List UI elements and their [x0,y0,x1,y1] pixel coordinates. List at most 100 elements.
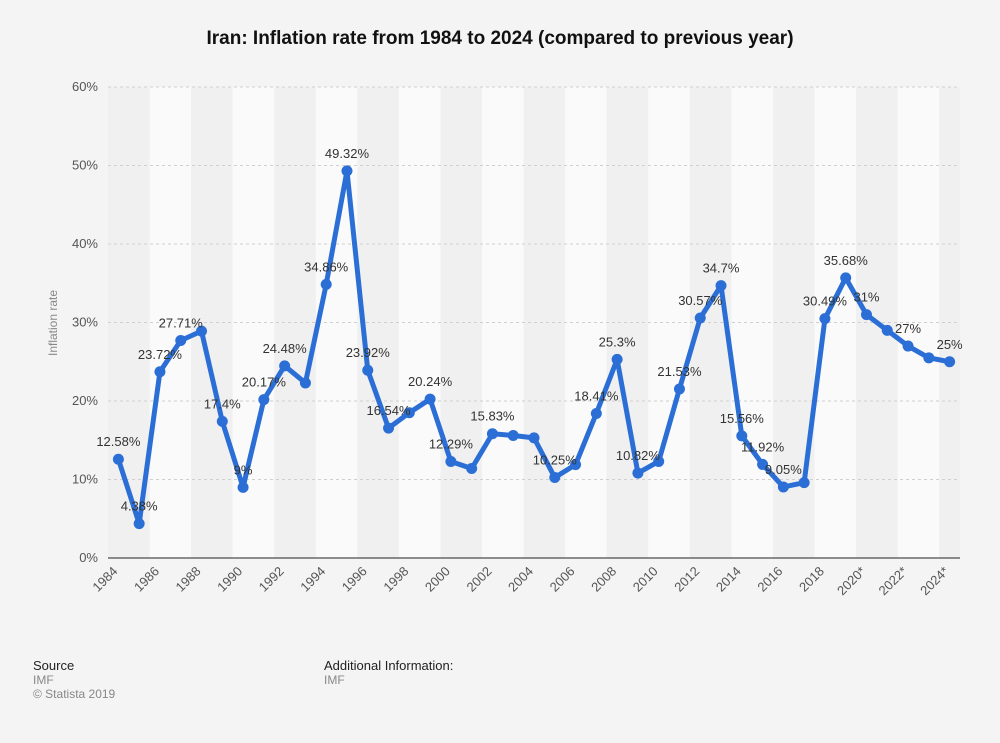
data-label: 16.54% [366,403,411,418]
data-point [507,430,519,442]
data-point [279,360,291,372]
data-point [175,334,187,346]
data-point [528,432,540,444]
x-tick-label: 1990 [214,564,245,595]
data-point [299,377,311,389]
data-point [362,364,374,376]
data-label: 4.38% [121,499,158,514]
x-tick-label: 2004 [505,564,536,595]
data-point [466,463,478,475]
data-label: 31% [853,290,879,305]
data-point [611,353,623,365]
data-label: 15.56% [720,411,765,426]
data-label: 30.57% [678,293,723,308]
data-points [112,165,956,530]
data-point [694,312,706,324]
additional-info-heading: Additional Information: [324,658,454,673]
x-tick-label: 2000 [422,564,453,595]
x-tick-label: 2006 [547,564,578,595]
data-label: 23.72% [138,347,183,362]
source-heading: Source [33,658,75,673]
data-point [819,313,831,325]
data-point [736,430,748,442]
data-label: 17.4% [204,396,241,411]
data-point [632,467,644,479]
gridlines [108,86,960,559]
x-tick-label: 2008 [588,564,619,595]
data-label: 10.82% [616,448,661,463]
data-point [570,459,582,471]
data-point [486,428,498,440]
source-block: Source IMF © Statista 2019 [33,658,115,701]
data-point [944,356,956,368]
x-tick-label: 1988 [173,564,204,595]
x-tick-label: 1994 [297,564,328,595]
data-label: 11.92% [741,439,785,454]
data-point [881,324,893,336]
data-label: 27.71% [159,315,204,330]
data-point [154,366,166,378]
data-label: 20.24% [408,374,453,389]
data-point [237,481,249,493]
x-tick-label: 2010 [630,564,661,595]
data-label: 18.41% [574,388,619,403]
data-point [383,422,395,434]
x-tick-label: 2012 [671,564,702,595]
data-label: 34.86% [304,259,349,274]
data-label: 12.58% [96,434,141,449]
data-point [777,481,789,493]
data-point [860,309,872,321]
data-point [798,477,810,489]
x-axis-ticks: 1984 1986 1988 1990 1992 1994 1996 1998 2000 2002… [89,564,951,599]
data-label: 35.68% [824,253,869,268]
copyright: © Statista 2019 [33,687,116,701]
data-label: 27% [895,321,921,336]
data-point [196,325,208,337]
x-tick-label: 2024* [917,564,952,599]
data-point [133,518,145,530]
x-tick-label: 1986 [131,564,162,595]
data-point [403,407,415,419]
data-label: 23.92% [346,345,391,360]
y-tick-label: 10% [72,472,98,487]
x-tick-label: 2014 [713,564,744,595]
data-label: 25% [937,337,963,352]
data-label: 15.83% [470,409,515,424]
data-point [715,280,727,292]
data-label: 12.29% [429,437,474,452]
data-point [923,352,935,364]
y-axis-label: Inflation rate [46,290,60,356]
data-label: 10.25% [533,453,578,468]
y-tick-label: 20% [72,393,98,408]
data-point [216,415,228,427]
chart-title: Iran: Inflation rate from 1984 to 2024 (… [206,28,793,49]
x-tick-label: 2002 [464,564,495,595]
data-point [902,340,914,352]
x-tick-label: 2018 [796,564,827,595]
source-value: IMF [33,673,54,687]
data-point [549,472,561,484]
y-tick-label: 30% [72,315,98,330]
data-label: 20.17% [242,375,287,390]
y-tick-label: 0% [79,550,98,565]
x-tick-label: 2016 [754,564,785,595]
additional-info-block: Additional Information: IMF [324,658,453,687]
data-label: 30.49% [803,294,848,309]
y-axis-ticks: 0% 10% 20% 30% 40% 50% 60% [72,79,98,565]
data-point [258,394,270,406]
y-tick-label: 40% [72,236,98,251]
data-label: 25.3% [599,334,636,349]
x-tick-label: 2022* [876,564,911,599]
data-point [840,272,852,284]
x-tick-label: 2020* [834,564,869,599]
data-point [424,393,436,405]
data-label: 21.53% [657,364,702,379]
data-label: 24.48% [263,341,308,356]
data-point [673,383,685,395]
data-point [112,453,124,465]
x-tick-label: 1984 [89,564,120,595]
data-label: 34.7% [703,261,740,276]
x-tick-label: 1992 [256,564,287,595]
data-point [445,456,457,468]
